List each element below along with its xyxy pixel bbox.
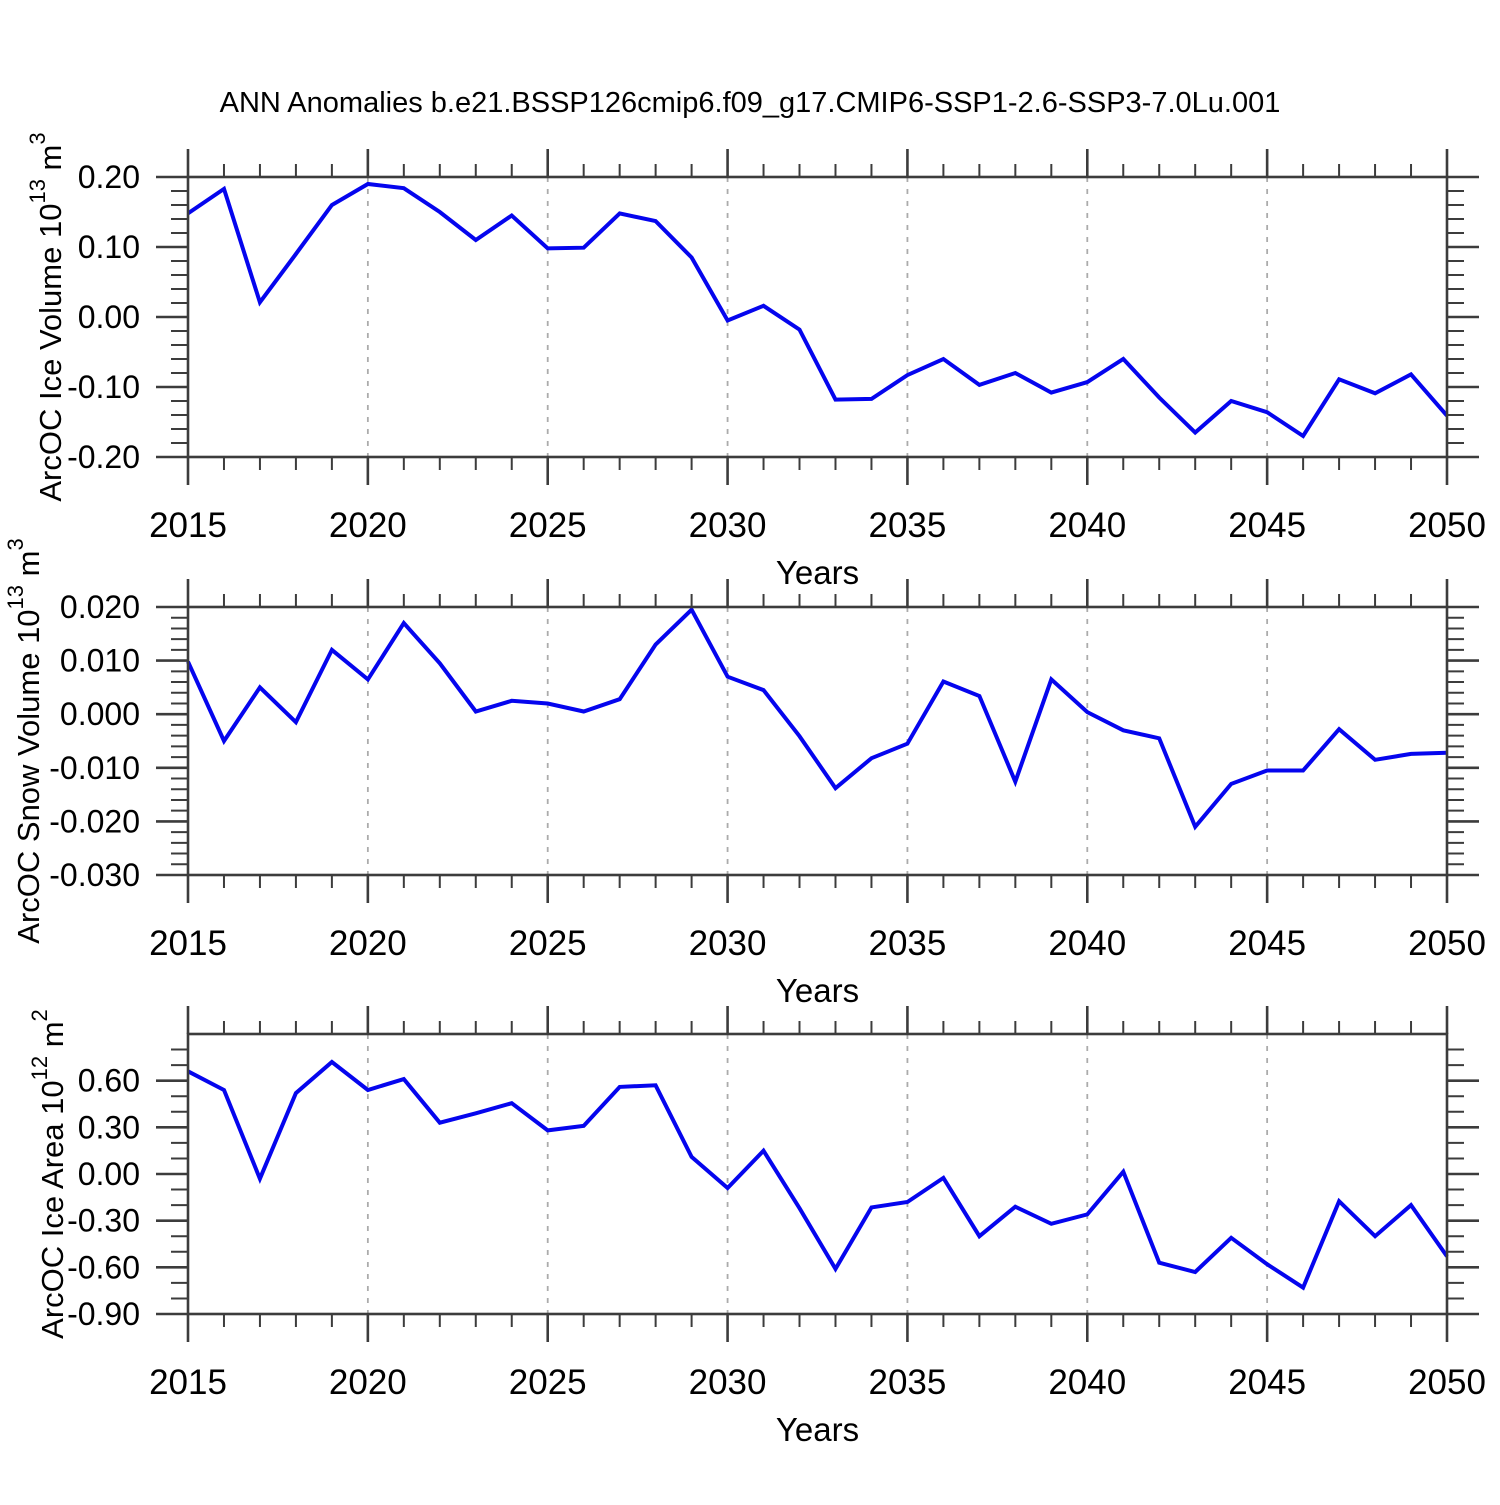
y-axis-title: ArcOC Ice Volume 1013 m3 [25,132,68,501]
y-tick-label-0.000: 0.000 [60,696,140,732]
x-ticks [186,1006,1449,1342]
x-tick-label-2015: 2015 [149,506,227,545]
y-axis-title-text: m [11,551,46,585]
plot-border [186,605,1449,877]
y-tick-label--0.30: -0.30 [67,1203,140,1239]
y-tick-label-0.00: 0.00 [78,299,140,335]
y-axis-title-text: m [35,1021,70,1055]
y-axis-title-superscript: 3 [3,538,28,550]
y-tick-label--0.020: -0.020 [49,803,140,839]
x-tick-label-2015: 2015 [149,924,227,963]
y-axis-title-superscript: 13 [25,179,50,203]
y-axis-title-superscript: 2 [27,1009,52,1021]
x-tick-label-2035: 2035 [868,1363,946,1402]
ice-area-line [187,1059,1449,1291]
x-tick-label-2025: 2025 [509,1363,587,1402]
y-axis-title-superscript: 3 [25,132,50,144]
y-axis-title-superscript: 12 [27,1056,52,1080]
x-tick-label-2020: 2020 [329,506,407,545]
y-tick-label--0.010: -0.010 [49,750,140,786]
x-tick-label-2025: 2025 [509,924,587,963]
x-tick-label-2020: 2020 [329,924,407,963]
x-tick-label-2030: 2030 [689,1363,767,1402]
y-tick-label-0.020: 0.020 [60,589,140,625]
x-tick-label-2045: 2045 [1228,1363,1306,1402]
gridlines [366,607,1269,875]
snow-volume-line [186,606,1448,831]
x-tick-label-2050: 2050 [1408,506,1486,545]
y-tick-label-0.10: 0.10 [78,229,140,265]
plot-border [186,175,1449,459]
y-tick-label-0.30: 0.30 [78,1109,140,1145]
x-tick-label-2030: 2030 [689,506,767,545]
x-tick-label-2035: 2035 [868,924,946,963]
x-axis-title: Years [776,554,859,591]
x-tick-label-2050: 2050 [1408,924,1486,963]
y-tick-label-0.20: 0.20 [78,159,140,195]
x-axis-title: Years [776,972,859,1009]
y-tick-label--0.030: -0.030 [49,857,140,893]
x-tick-label-2040: 2040 [1048,1363,1126,1402]
y-tick-label--0.90: -0.90 [67,1296,140,1332]
y-ticks [156,605,1479,877]
y-axis-title-text: m [33,145,68,179]
y-tick-label-0.60: 0.60 [78,1063,140,1099]
y-axis-title-text: ArcOC Snow Volume 10 [11,609,46,943]
gridlines [366,1034,1269,1314]
y-axis-title-text: ArcOC Ice Area 10 [35,1080,70,1338]
x-ticks [186,149,1449,485]
x-tick-label-2045: 2045 [1228,924,1306,963]
x-tick-label-2030: 2030 [689,924,767,963]
y-tick-label-0.010: 0.010 [60,643,140,679]
y-axis-title-text: ArcOC Ice Volume 10 [33,204,68,502]
plot-border [186,1032,1449,1316]
x-tick-label-2020: 2020 [329,1363,407,1402]
ice-volume-line [186,181,1449,439]
x-axis-title: Years [776,1411,859,1448]
x-tick-label-2045: 2045 [1228,506,1306,545]
chart-title: ANN Anomalies b.e21.BSSP126cmip6.f09_g17… [220,87,1281,119]
gridlines [366,177,1269,457]
y-ticks [156,1048,1479,1316]
x-tick-label-2035: 2035 [868,506,946,545]
y-ticks [156,175,1479,459]
y-axis-title: ArcOC Ice Area 1012 m2 [27,1009,70,1339]
y-tick-label-0.00: 0.00 [78,1156,140,1192]
x-ticks [186,579,1449,903]
y-axis-title: ArcOC Snow Volume 1013 m3 [3,538,46,943]
y-axis-title-superscript: 13 [3,585,28,609]
x-tick-label-2040: 2040 [1048,506,1126,545]
x-tick-label-2025: 2025 [509,506,587,545]
y-tick-label--0.10: -0.10 [67,369,140,405]
x-tick-label-2050: 2050 [1408,1363,1486,1402]
y-tick-label--0.60: -0.60 [67,1249,140,1285]
x-tick-label-2015: 2015 [149,1363,227,1402]
x-tick-label-2040: 2040 [1048,924,1126,963]
y-tick-label--0.20: -0.20 [67,439,140,475]
